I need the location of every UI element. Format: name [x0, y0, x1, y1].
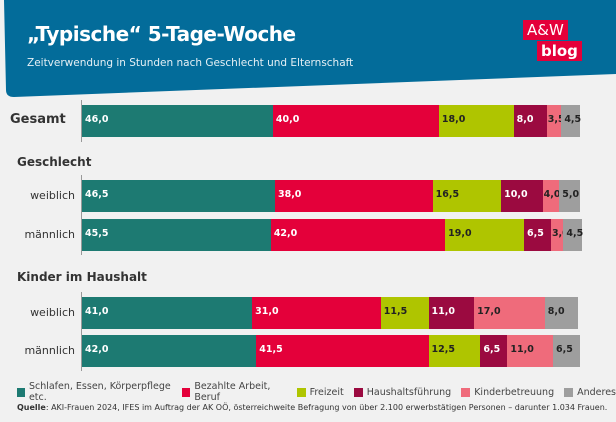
bar-segment: 42,0	[82, 335, 257, 367]
bar-segment: 4,0	[542, 180, 561, 212]
bar-segment: 46,0	[82, 105, 273, 137]
data-label: 6,5	[526, 228, 544, 239]
data-label: 4,5	[564, 114, 582, 125]
source-note: Quelle: AKI-Frauen 2024, IFES im Auftrag…	[17, 403, 607, 412]
data-label: 41,0	[85, 306, 109, 317]
legend-item: Freizeit	[296, 381, 344, 403]
legend-label: Haushaltsführung	[366, 386, 452, 398]
legend-item: Haushaltsführung	[353, 381, 452, 403]
data-label: 18,0	[441, 114, 466, 125]
data-label: 46,5	[85, 189, 109, 200]
bar-segment: 41,5	[256, 335, 429, 367]
data-label: 42,0	[273, 228, 298, 239]
bar-segment: 11,0	[507, 335, 554, 367]
legend-item: Kinderbetreuung	[461, 381, 554, 403]
bar-segment: 5,0	[559, 180, 580, 212]
row-label: weiblich	[30, 306, 75, 319]
bar-segment: 4,5	[563, 219, 584, 251]
legend-swatch	[296, 387, 306, 397]
bar-segment: 40,0	[272, 105, 439, 137]
chart-subtitle: Zeitverwendung in Stunden nach Geschlech…	[27, 57, 354, 69]
legend-swatch	[353, 387, 363, 397]
bar-segment: 8,0	[544, 297, 578, 329]
bar-segment: 11,5	[380, 297, 429, 329]
data-label: 4,5	[566, 228, 584, 239]
data-label: 8,0	[547, 306, 565, 317]
data-label: 4,0	[543, 189, 561, 200]
data-label: 8,0	[516, 114, 534, 125]
legend-swatch	[182, 387, 191, 397]
group-label: Kinder im Haushalt	[17, 270, 147, 284]
data-label: 19,0	[448, 228, 472, 239]
bar-segment: 12,5	[428, 335, 481, 367]
legend-swatch	[17, 387, 25, 397]
data-label: 11,0	[431, 306, 455, 317]
source-text: : AKI-Frauen 2024, IFES im Auftrag der A…	[45, 403, 608, 412]
bar-segment: 3,0	[550, 219, 569, 251]
data-label: 3,5	[547, 114, 565, 125]
legend-label: Freizeit	[309, 386, 344, 398]
group-label: Geschlecht	[17, 155, 92, 169]
data-label: 17,0	[477, 306, 501, 317]
data-label: 31,0	[255, 306, 279, 317]
bar-segment: 16,5	[432, 180, 502, 212]
bar-segment: 6,5	[523, 219, 551, 251]
data-label: 40,0	[275, 114, 300, 125]
bar-segment: 3,5	[546, 105, 565, 137]
bar-segment: 18,0	[438, 105, 514, 137]
data-label: 46,0	[85, 114, 109, 125]
bar-segment: 46,5	[82, 180, 275, 212]
bar-segment: 8,0	[513, 105, 547, 137]
header-background	[4, 0, 616, 97]
data-label: 6,5	[556, 344, 573, 355]
axis-line	[81, 292, 82, 371]
data-label: 5,0	[562, 189, 580, 200]
legend-label: Kinderbetreuung	[474, 386, 555, 398]
axis-line	[81, 100, 82, 142]
aw-blog-logo: A&W blog	[523, 20, 582, 61]
legend: Schlafen, Essen, Körperpflege etc. Bezahl…	[17, 381, 616, 403]
data-label: 10,0	[504, 189, 528, 200]
bar-segment: 17,0	[474, 297, 545, 329]
data-label: 16,5	[435, 189, 460, 200]
legend-label: Bezahlte Arbeit, Beruf	[194, 381, 271, 403]
legend-item: Schlafen, Essen, Körperpflege etc.	[17, 381, 172, 403]
bar-segment: 45,5	[82, 219, 271, 251]
row-label: männlich	[24, 344, 75, 357]
legend-label: Anderes	[577, 386, 616, 398]
data-label: 38,0	[277, 189, 302, 200]
chart-title: „Typische“ 5-Tage-Woche	[27, 22, 296, 46]
bar-segment: 42,0	[270, 219, 446, 251]
header-banner: „Typische“ 5-Tage-Woche Zeitverwendung i…	[0, 0, 616, 100]
legend-swatch	[564, 387, 574, 397]
bar-segment: 6,5	[553, 335, 580, 367]
bar-segment: 6,5	[480, 335, 508, 367]
row-label: Gesamt	[10, 112, 66, 127]
logo-bottom: blog	[537, 41, 582, 61]
bar-segment: 31,0	[252, 297, 381, 329]
data-label: 41,5	[259, 344, 283, 355]
bar-segment: 4,5	[561, 105, 582, 137]
data-label: 11,0	[510, 344, 534, 355]
row-label: weiblich	[30, 189, 75, 202]
data-label: 45,5	[85, 228, 109, 239]
data-label: 6,5	[483, 344, 501, 355]
data-label: 3,0	[551, 228, 569, 239]
legend-item: Anderes	[564, 381, 616, 403]
data-label: 11,5	[383, 306, 408, 317]
source-label: Quelle	[17, 403, 46, 412]
bar-segment: 19,0	[445, 219, 524, 251]
bar-segment: 41,0	[82, 297, 253, 329]
legend-label: Schlafen, Essen, Körperpflege etc.	[28, 381, 171, 403]
legend-item: Bezahlte Arbeit, Beruf	[182, 381, 286, 403]
axis-line	[81, 175, 82, 255]
row-label: männlich	[24, 228, 75, 241]
bar-segment: 38,0	[274, 180, 433, 212]
data-label: 12,5	[431, 344, 455, 355]
data-label: 42,0	[85, 344, 109, 355]
legend-swatch	[461, 387, 471, 397]
logo-top: A&W	[523, 20, 568, 40]
bar-segment: 11,0	[428, 297, 475, 329]
bar-segment: 10,0	[501, 180, 543, 212]
